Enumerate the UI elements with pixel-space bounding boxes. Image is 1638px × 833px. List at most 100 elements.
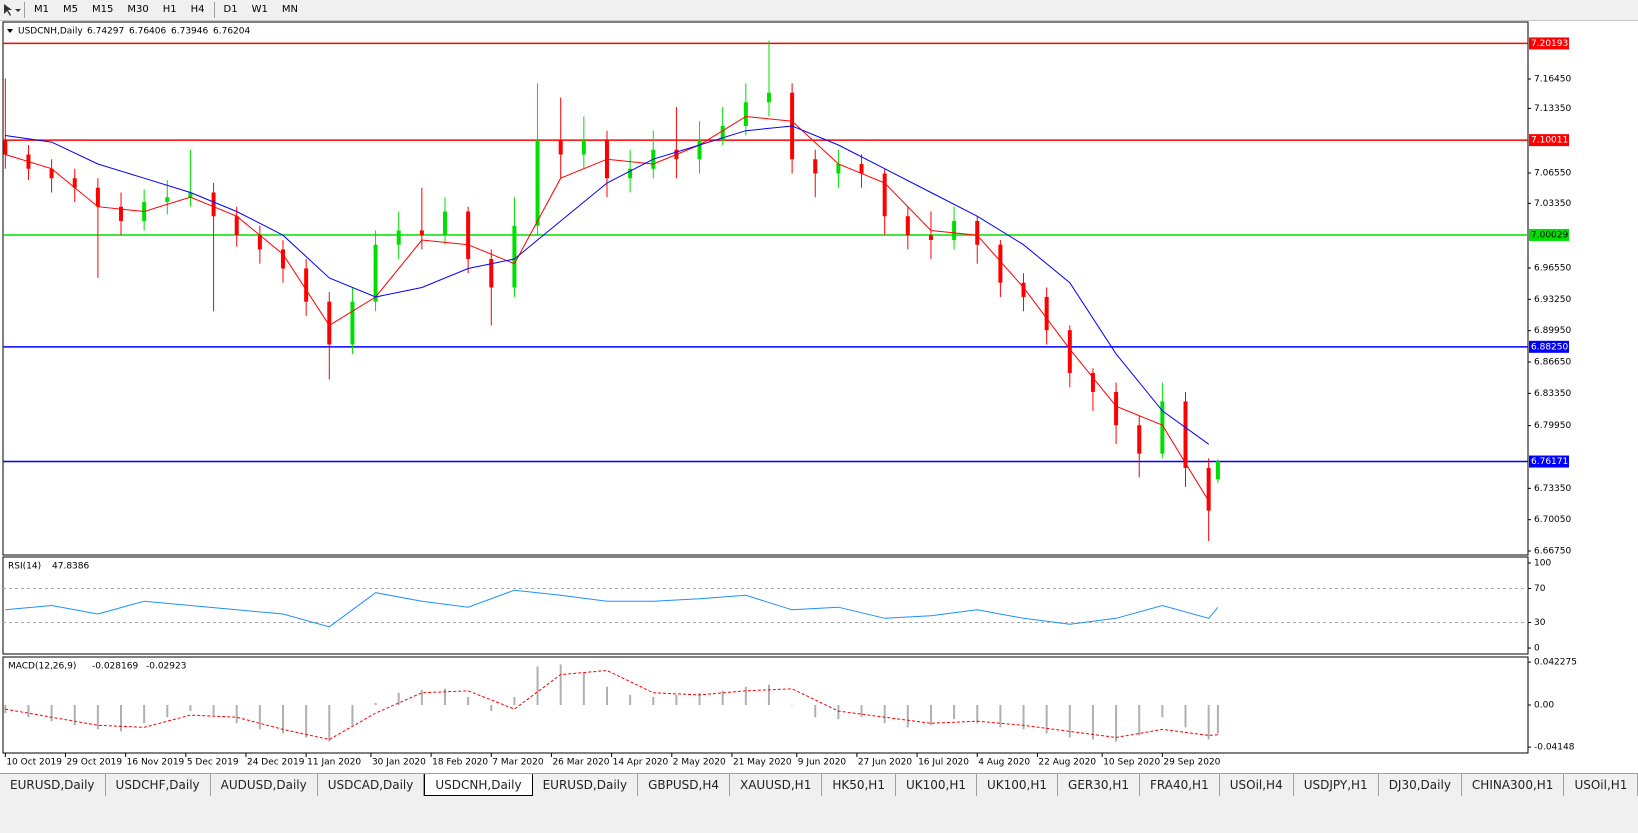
macd-bar [675, 694, 678, 705]
timeframe-button[interactable]: W1 [251, 4, 268, 15]
candle-body [49, 168, 54, 179]
header-arrow [7, 29, 13, 33]
macd-bar [212, 705, 215, 716]
candle-body [119, 206, 124, 221]
macd-bar [73, 705, 76, 726]
macd-bar [443, 688, 446, 705]
macd-bar [721, 690, 724, 705]
x-tick-label: 30 Jan 2020 [372, 758, 426, 768]
chart-tab[interactable]: GBPUSD,H4 [638, 774, 730, 796]
timeframe-button[interactable]: M15 [92, 4, 114, 15]
candle-body [1137, 425, 1142, 454]
macd-bar [1161, 705, 1164, 718]
candle-body [697, 140, 702, 160]
candle-body [3, 140, 8, 155]
indicator-title: RSI(14) [8, 562, 41, 572]
y-tick-label: 6.86650 [1534, 358, 1571, 368]
candle-body [836, 163, 841, 174]
x-tick-label: 18 Feb 2020 [432, 758, 488, 768]
chart-tab[interactable]: XAUUSD,H1 [730, 774, 823, 796]
macd-bar [120, 705, 123, 732]
macd-bar [1022, 705, 1025, 730]
macd-bar [189, 705, 192, 712]
chart-tab[interactable]: AUDUSD,Daily [211, 774, 318, 796]
macd-bar [814, 705, 817, 718]
macd-bar [1115, 705, 1118, 742]
chart-tab[interactable]: GER30,H1 [1058, 774, 1140, 796]
y-tick-label: 0 [1534, 644, 1540, 654]
chart-tab[interactable]: EURUSD,Daily [533, 774, 639, 796]
indicator-value: -0.028169 [92, 662, 138, 672]
x-tick-label: 10 Oct 2019 [6, 758, 62, 768]
candle-body [928, 235, 933, 240]
candle-body [350, 301, 355, 345]
toolbar: M1 M5 M15 M30 H1 H4 D1 W1 MN [0, 0, 1638, 21]
macd-bar [328, 705, 331, 742]
chart-tab[interactable]: UK100,H1 [977, 774, 1059, 796]
macd-bar [906, 705, 909, 728]
macd-bar [467, 696, 470, 705]
timeframe-button[interactable]: M5 [63, 4, 78, 15]
moving-average [5, 125, 1209, 445]
price-level-tag [1529, 455, 1569, 468]
chart-header: 6.73946 [171, 27, 208, 37]
macd-bar [374, 702, 377, 705]
chart-tab[interactable]: FRA40,H1 [1140, 774, 1220, 796]
chart-tab[interactable]: USDCAD,Daily [318, 774, 425, 796]
candle-body [442, 211, 447, 236]
candle-body [396, 230, 401, 245]
chart-tab[interactable]: USDJPY,H1 [1294, 774, 1379, 796]
macd-bar [999, 705, 1002, 728]
timeframe-button[interactable]: H1 [162, 4, 177, 15]
candle-body [558, 140, 563, 155]
macd-bar [883, 705, 886, 724]
chart-tab[interactable]: EURUSD,Daily [0, 774, 106, 796]
x-tick-label: 2 May 2020 [673, 758, 726, 768]
timeframe-button[interactable]: MN [281, 4, 298, 15]
chart-tab[interactable]: UK100,H1 [896, 774, 977, 796]
macd-bar [837, 705, 840, 720]
candle-body [72, 178, 77, 188]
price-level-label: 6.88250 [1531, 342, 1568, 352]
y-tick-label: 30 [1534, 618, 1546, 628]
timeframe-button[interactable]: D1 [223, 4, 238, 15]
price-level-tag [1529, 134, 1569, 147]
timeframe-button[interactable]: H4 [190, 4, 205, 15]
candle-body [257, 235, 262, 250]
x-tick-label: 10 Sep 2020 [1103, 758, 1160, 768]
cursor-menu[interactable] [0, 1, 22, 19]
y-tick-label: 0.042275 [1534, 658, 1577, 668]
chart-tab[interactable]: USDCHF,Daily [106, 774, 211, 796]
separator [213, 2, 215, 18]
chart-tabs: EURUSD,Daily USDCHF,Daily AUDUSD,Daily USDC… [0, 773, 1638, 796]
candle-body [234, 216, 239, 236]
panel-frame [2, 21, 1529, 556]
timeframe-button[interactable]: M1 [34, 4, 49, 15]
macd-bar [652, 696, 655, 705]
candle-body [720, 125, 725, 141]
timeframe-button[interactable]: M30 [127, 4, 149, 15]
y-tick-label: 7.13350 [1534, 104, 1571, 114]
chart-tab[interactable]: USOil,H1 [1564, 774, 1638, 796]
x-tick-label: 9 Jun 2020 [798, 758, 847, 768]
x-tick-label: 29 Sep 2020 [1163, 758, 1220, 768]
chart-window: 7.16450 7.13350 7.06550 7.03350 6.96550 6.932… [0, 21, 1638, 773]
candle-body [188, 192, 193, 198]
macd-bar [420, 689, 423, 705]
moving-average [5, 115, 1210, 502]
chart-tab[interactable]: DJ30,Daily [1379, 774, 1462, 796]
chart-tab[interactable]: CHINA300,H1 [1462, 774, 1565, 796]
macd-bar [305, 705, 308, 738]
rsi-line [5, 589, 1219, 628]
panel-frame [2, 556, 1529, 655]
indicator-value: -0.02923 [146, 662, 186, 672]
chart-tab[interactable]: USDCNH,Daily [424, 774, 533, 796]
chart-tab[interactable]: USOil,H4 [1220, 774, 1294, 796]
macd-bar [536, 666, 539, 705]
y-tick-label: 6.96550 [1534, 263, 1571, 273]
chart-tab[interactable]: HK50,H1 [822, 774, 896, 796]
y-tick-label: 6.93250 [1534, 295, 1571, 305]
candle-body [882, 173, 887, 217]
y-tick-label: 6.70050 [1534, 515, 1571, 525]
